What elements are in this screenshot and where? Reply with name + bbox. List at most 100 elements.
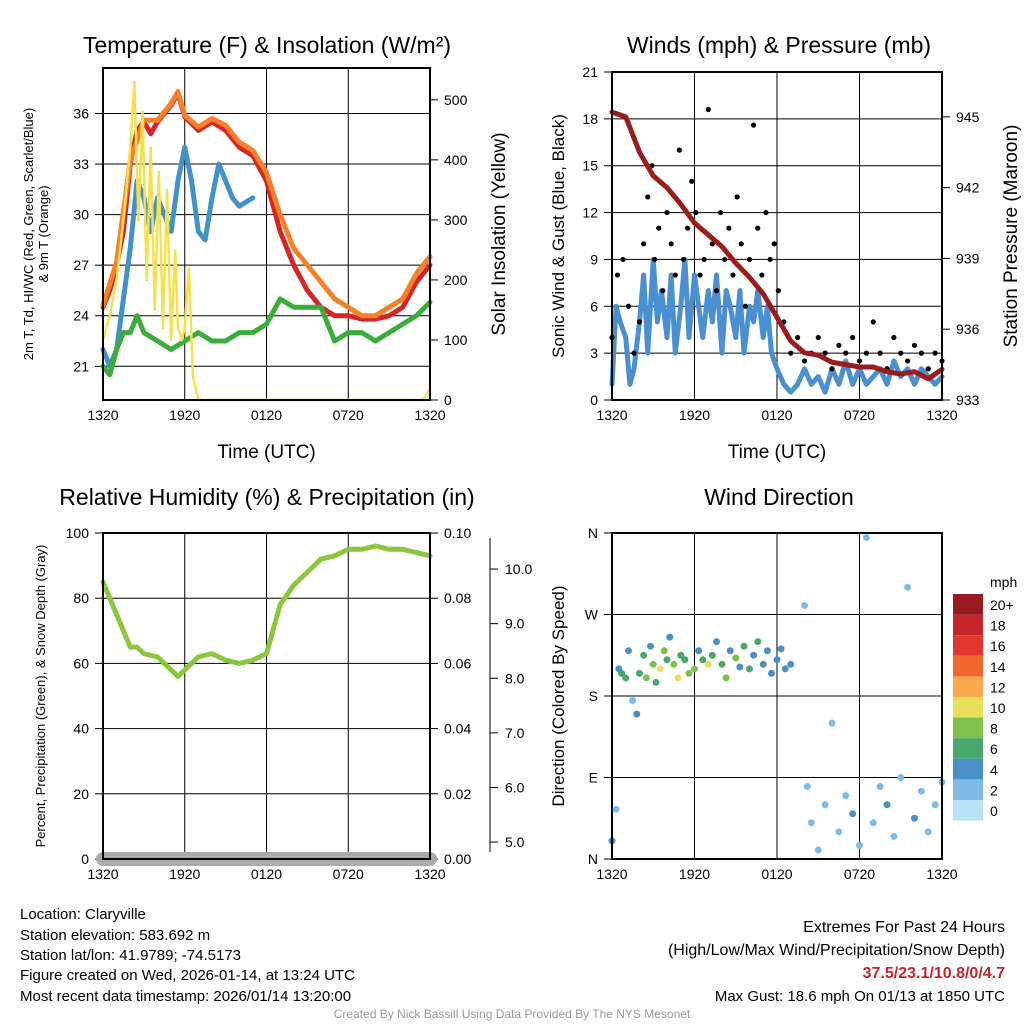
y2-tick-label: 100 — [444, 332, 468, 348]
wind-direction-point — [642, 674, 650, 682]
wind-direction-point — [633, 710, 641, 718]
legend-swatch — [953, 800, 983, 821]
x-tick-label: 1920 — [169, 407, 200, 423]
legend-label: 10 — [990, 700, 1006, 716]
y-tick-label: 18 — [582, 111, 598, 127]
gust-point — [680, 256, 687, 263]
y2-tick-label: 936 — [956, 321, 980, 337]
gust-point — [689, 178, 695, 184]
legend-swatch — [953, 697, 983, 718]
gust-point — [891, 334, 897, 341]
y-tick-label: 33 — [73, 156, 89, 172]
x-tick-label: 1320 — [926, 407, 957, 423]
wind-direction-point — [704, 660, 712, 668]
wind-direction-point — [835, 828, 843, 836]
y-tick-label: 3 — [590, 345, 598, 361]
y3-tick-label: 5.0 — [505, 834, 525, 850]
wind-direction-point — [695, 647, 703, 655]
wind-direction-point — [862, 534, 870, 542]
y2-tick-label: 300 — [444, 212, 468, 228]
wind-direction-point — [674, 674, 682, 682]
wind-direction-point — [869, 819, 877, 827]
9m-t-line — [100, 89, 433, 319]
wind-direction-point — [814, 846, 822, 854]
y2-axis-label: Solar Insolation (Yellow) — [489, 132, 510, 335]
gust-point — [676, 147, 682, 153]
gust-point — [767, 256, 773, 263]
gust-point — [656, 225, 662, 231]
wind-direction-point — [773, 656, 781, 664]
wind-direction-point — [803, 783, 811, 791]
relative-humidity-line — [100, 543, 433, 679]
plot-frame — [102, 532, 431, 860]
wind-direction-point — [801, 601, 808, 609]
y-tick-label: 100 — [66, 525, 90, 541]
y2-tick-label: 0.00 — [444, 851, 471, 867]
y-tick-label: 60 — [73, 655, 89, 671]
wind-direction-point — [663, 656, 671, 664]
gust-point — [918, 350, 924, 356]
x-tick-label: 0120 — [251, 407, 282, 423]
x-tick-label: 0120 — [251, 866, 282, 882]
y-tick-label: 21 — [582, 64, 598, 80]
y2-tick-label: 400 — [444, 152, 468, 168]
gust-point — [850, 334, 856, 341]
wind-direction-point — [897, 774, 905, 781]
wind-direction-point — [763, 647, 771, 655]
gust-point — [870, 319, 876, 325]
x-tick-label: 1320 — [926, 866, 957, 882]
gust-point — [726, 225, 732, 231]
station-pressure-line — [609, 109, 945, 382]
wind-direction-point — [842, 792, 850, 800]
wind-direction-point — [660, 647, 668, 655]
legend-label: 14 — [990, 659, 1006, 675]
gust-point — [734, 194, 740, 200]
y3-tick-label: 8.0 — [505, 670, 525, 686]
x-tick-label: 0720 — [333, 866, 364, 882]
y-tick-label: N — [588, 851, 598, 867]
chart-title: Temperature (F) & Insolation (W/m²) — [83, 32, 451, 58]
wind-direction-point — [807, 819, 815, 827]
x-tick-label: 0720 — [844, 407, 875, 423]
x-tick-label: 1320 — [414, 407, 445, 423]
gust-point — [801, 358, 808, 364]
gust-point — [645, 194, 651, 200]
extremes-title: Extremes For Past 24 Hours — [803, 919, 1005, 936]
legend-swatch — [953, 676, 983, 697]
legend-label: 0 — [990, 803, 998, 819]
wind-direction-point — [911, 814, 918, 822]
x-tick-label: 1320 — [87, 866, 118, 882]
legend-label: 12 — [990, 679, 1006, 695]
extremes-subtitle: (High/Low/Max Wind/Precipitation/Snow De… — [667, 942, 1005, 959]
legend-swatch — [953, 635, 983, 656]
y-tick-label: 30 — [73, 207, 89, 223]
legend-label: 6 — [990, 741, 998, 757]
y2-tick-label: 0.06 — [444, 655, 471, 671]
extremes-values: 37.5/23.1/10.8/0/4.7 — [862, 965, 1005, 982]
gust-point — [672, 272, 678, 278]
wind-direction-point — [656, 665, 664, 673]
wind-direction-point — [931, 801, 939, 809]
y-tick-label: 0 — [81, 851, 89, 867]
wind-direction-point — [677, 651, 685, 659]
wind-direction-point — [924, 828, 932, 836]
legend-label: 8 — [990, 721, 998, 737]
y-tick-label: 40 — [73, 721, 89, 737]
plot-frame — [611, 71, 943, 401]
gust-point — [668, 241, 674, 247]
wind-direction-point — [612, 805, 620, 813]
y2-tick-label: 0.08 — [444, 590, 471, 606]
wind-direction-point — [649, 660, 657, 668]
y-tick-label: 80 — [73, 590, 89, 606]
y2-tick-label: 200 — [444, 272, 468, 288]
y-tick-label: 24 — [73, 308, 89, 324]
legend-label: 20+ — [990, 597, 1014, 613]
legend-label: 4 — [990, 762, 998, 778]
legend-swatch — [953, 738, 983, 759]
max-gust: Max Gust: 18.6 mph On 01/13 at 1850 UTC — [714, 988, 1005, 1005]
y2-tick-label: 933 — [956, 392, 980, 408]
wind-direction-point — [718, 660, 726, 668]
wind-direction-point — [740, 642, 748, 650]
gust-point — [775, 288, 781, 294]
